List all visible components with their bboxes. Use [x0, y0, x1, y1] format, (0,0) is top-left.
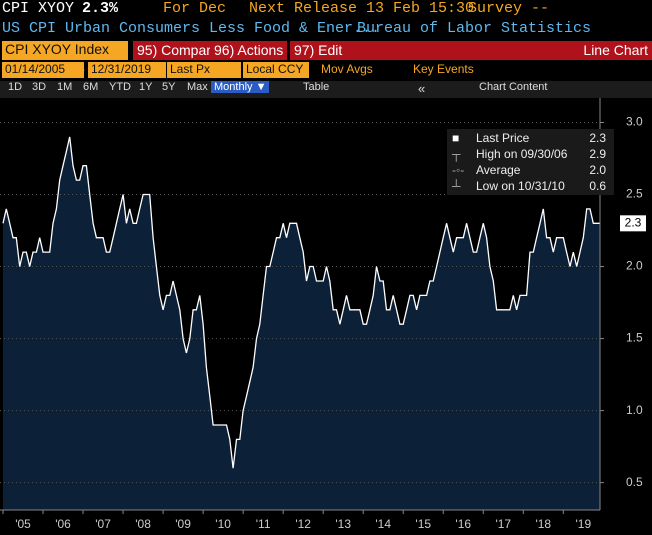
command-bar: CPI XYOY Index 95) Compare 96) Actions 9… — [0, 41, 652, 60]
x-tick-label: '12 — [295, 517, 311, 531]
line — [2, 136, 600, 469]
x-tick-label: '11 — [256, 517, 271, 531]
y-tick-label: 3.0 — [626, 115, 643, 129]
range-button[interactable]: 5Y — [162, 81, 176, 93]
y-tick-label: 0.5 — [626, 475, 643, 489]
period: For Dec — [163, 0, 227, 17]
mov-avgs[interactable]: Mov Avgs — [321, 62, 373, 76]
edit-button[interactable]: 97) Edit — [290, 41, 350, 60]
legend-box — [447, 129, 614, 195]
legend: ■ Last Price 2.3 ┬ High on 09/30/06 2.9 -◦- Ave… — [447, 129, 614, 195]
x-tick-label: '08 — [135, 517, 151, 531]
legend-symbol: ┬ — [451, 147, 461, 162]
range-button[interactable]: 1D — [8, 81, 23, 93]
legend-symbol: ┴ — [451, 179, 461, 193]
range-bar: Monthly ▼ Table « Chart Content 1D 3D 1M 6M… — [0, 81, 652, 98]
legend-label: High on 09/30/06 — [476, 147, 568, 161]
range-button[interactable]: 1Y — [139, 81, 153, 93]
value: 2.3% — [82, 0, 119, 17]
security[interactable]: CPI XYOY Index — [2, 41, 128, 60]
legend-value: 2.3 — [589, 131, 606, 145]
dash: - — [81, 62, 85, 76]
ticker: CPI XYOY — [2, 0, 75, 17]
range-button[interactable]: 6M — [83, 81, 99, 93]
x-tick-label: '09 — [175, 517, 191, 531]
legend-value: 2.9 — [589, 147, 606, 161]
frequency[interactable]: Monthly ▼ — [211, 81, 270, 93]
legend-value: 2.0 — [589, 163, 606, 177]
collapse[interactable]: « — [418, 81, 426, 96]
next-release: Next Release 13 Feb 15:30 — [249, 0, 475, 17]
y-tick-label: 1.5 — [626, 331, 643, 345]
table-button[interactable]: Table — [303, 81, 330, 93]
settings-bar: 01/14/2005 - 12/31/2019 Last Px Local CC… — [0, 62, 652, 79]
range-button[interactable]: 1M — [57, 81, 73, 93]
x-tick-label: '15 — [415, 517, 431, 531]
range-button[interactable]: Max — [187, 81, 208, 93]
x-tick-label: '14 — [375, 517, 391, 531]
x-tick-label: '07 — [95, 517, 111, 531]
currency[interactable]: Local CCY — [243, 62, 309, 78]
description: US CPI Urban Consumers Less Food & Ener.… — [2, 20, 381, 37]
x-tick-label: '17 — [495, 517, 511, 531]
x-tick-label: '18 — [535, 517, 551, 531]
source: Bureau of Labor Statistics — [357, 20, 592, 37]
field[interactable]: Last Px — [167, 62, 241, 78]
x-tick-label: '10 — [215, 517, 231, 531]
survey: Survey -- — [468, 0, 550, 17]
start-date[interactable]: 01/14/2005 — [2, 62, 84, 78]
compare-button[interactable]: 95) Compare — [133, 41, 223, 60]
key-events[interactable]: Key Events — [413, 62, 474, 76]
range-button[interactable]: YTD — [109, 81, 131, 93]
legend-symbol: ■ — [452, 131, 459, 145]
x-tick-label: '06 — [55, 517, 71, 531]
y-tick-label: 1.0 — [626, 403, 643, 417]
view-button[interactable]: Line Chart — [350, 41, 652, 60]
actions-button[interactable]: 96) Actions — [210, 41, 288, 60]
legend-symbol: -◦- — [452, 163, 464, 177]
chart-content[interactable]: Chart Content — [479, 81, 548, 93]
subheader: US CPI Urban Consumers Less Food & Ener.… — [0, 20, 652, 40]
x-tick-label: '13 — [335, 517, 351, 531]
legend-value: 0.6 — [589, 179, 606, 193]
header: CPI XYOY 2.3% For Dec Next Release 13 Fe… — [0, 0, 652, 20]
legend-label: Last Price — [476, 131, 530, 145]
y-tick-label: 2.0 — [626, 259, 643, 273]
x-tick-label: '05 — [15, 517, 31, 531]
last-value-label: 2.3 — [625, 216, 642, 230]
last-value-box — [620, 215, 646, 232]
x-tick-label: '16 — [455, 517, 471, 531]
legend-label: Average — [476, 163, 521, 177]
range-button[interactable]: 3D — [32, 81, 47, 93]
chart: 0.5 1.0 1.5 2.0 2.5 3.0 '05 '06 '07 '08 '09 '10 '11 '… — [0, 98, 646, 531]
x-tick-label: '19 — [576, 517, 592, 531]
y-tick-label: 2.5 — [626, 187, 643, 201]
legend-label: Low on 10/31/10 — [476, 179, 565, 193]
end-date[interactable]: 12/31/2019 — [88, 62, 166, 78]
